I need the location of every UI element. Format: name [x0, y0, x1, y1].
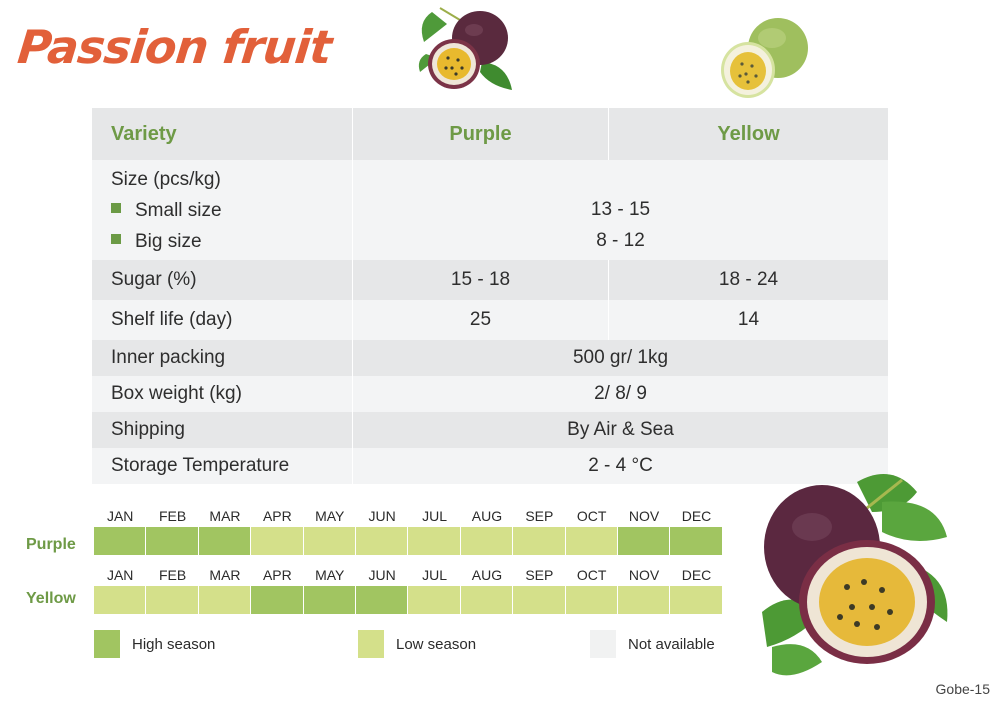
- season-cell-aug: [460, 586, 514, 614]
- month-label: MAR: [209, 567, 241, 583]
- season-cell-aug: [460, 527, 514, 555]
- season-cell-apr: [251, 586, 304, 614]
- table-row-box-weight: Box weight (kg) 2/ 8/ 9: [92, 376, 888, 412]
- shelf-life-purple-value: 25: [352, 300, 608, 340]
- season-cell-nov: [617, 586, 671, 614]
- big-size-label: Big size: [135, 230, 202, 252]
- purple-row-label: Purple: [26, 536, 76, 553]
- month-label: JUN: [368, 567, 396, 583]
- bullet-square-icon: [111, 234, 121, 245]
- month-label: JUN: [368, 508, 396, 524]
- month-label: FEB: [158, 567, 187, 583]
- season-cell-oct: [565, 527, 618, 555]
- purple-header: Purple: [352, 108, 608, 160]
- month-label: DEC: [681, 567, 712, 583]
- shipping-value: By Air & Sea: [352, 412, 888, 448]
- legend-not-available: Not available: [590, 630, 715, 658]
- season-cell-feb: [146, 586, 199, 614]
- month-label: JAN: [106, 567, 134, 583]
- table-row-sugar: Sugar (%) 15 - 18 18 - 24: [92, 260, 888, 300]
- month-label: DEC: [681, 508, 712, 524]
- season-cell-dec: [670, 586, 723, 614]
- box-weight-label: Box weight (kg): [111, 383, 242, 404]
- legend-low-season: Low season: [358, 630, 476, 658]
- legend-high-season: High season: [94, 630, 215, 658]
- storage-value: 2 - 4 °C: [352, 448, 888, 484]
- purple-passion-fruit-image: [418, 7, 512, 90]
- season-cell-jun: [355, 527, 409, 555]
- month-label: JUL: [422, 508, 447, 524]
- small-size-label: Small size: [135, 199, 222, 221]
- month-label: AUG: [471, 567, 503, 583]
- big-size-value: 8 - 12: [596, 230, 645, 251]
- table-row-shelf-life: Shelf life (day) 25 14: [92, 300, 888, 340]
- not-available-swatch: [590, 630, 616, 658]
- table-row-shipping: Shipping By Air & Sea: [92, 412, 888, 448]
- month-label: AUG: [471, 508, 503, 524]
- yellow-row-label: Yellow: [26, 590, 76, 607]
- season-cell-dec: [670, 527, 723, 555]
- season-cell-apr: [251, 527, 304, 555]
- month-label: MAY: [315, 567, 345, 583]
- season-cell-oct: [565, 586, 618, 614]
- variety-header: Variety: [111, 122, 177, 145]
- season-cell-may: [303, 527, 356, 555]
- shelf-life-yellow-value: 14: [608, 300, 888, 340]
- month-labels-purple: JAN FEB MAR APR MAY JUN JUL AUG SEP OCT …: [94, 508, 723, 524]
- table-row-inner-packing: Inner packing 500 gr/ 1kg: [92, 340, 888, 376]
- page-title: Passion fruit: [15, 20, 334, 74]
- season-cell-nov: [617, 527, 671, 555]
- yellow-header: Yellow: [608, 108, 888, 160]
- month-label: APR: [262, 508, 292, 524]
- purple-passion-fruit-large-image: [762, 474, 948, 676]
- season-cell-jul: [408, 527, 461, 555]
- month-label: MAY: [315, 508, 345, 524]
- season-cell-feb: [146, 527, 199, 555]
- month-label: NOV: [628, 567, 660, 583]
- month-label: MAR: [209, 508, 241, 524]
- page-footer-code: Gobe-15: [935, 681, 990, 697]
- season-cell-jan: [94, 586, 147, 614]
- small-size-value: 13 - 15: [590, 199, 651, 220]
- table-header-row: Variety Purple Yellow: [92, 108, 888, 160]
- month-label: SEP: [525, 508, 554, 524]
- inner-packing-label: Inner packing: [111, 347, 226, 368]
- inner-packing-value: 500 gr/ 1kg: [352, 340, 888, 376]
- season-cell-jul: [408, 586, 461, 614]
- purple-season-bar: [94, 527, 723, 555]
- yellow-passion-fruit-image: [721, 18, 808, 98]
- month-label: NOV: [628, 508, 660, 524]
- shipping-label: Shipping: [111, 419, 185, 440]
- shelf-life-label: Shelf life (day): [111, 309, 233, 330]
- high-season-swatch: [94, 630, 120, 658]
- sugar-yellow-value: 18 - 24: [608, 260, 888, 300]
- month-label: FEB: [158, 508, 187, 524]
- month-label: SEP: [525, 567, 554, 583]
- sugar-purple-value: 15 - 18: [352, 260, 608, 300]
- month-label: OCT: [576, 508, 607, 524]
- season-cell-sep: [513, 527, 566, 555]
- low-season-swatch: [358, 630, 384, 658]
- bullet-square-icon: [111, 203, 121, 214]
- spec-table: Variety Purple Yellow Size (pcs/kg) Smal…: [92, 108, 888, 484]
- box-weight-value: 2/ 8/ 9: [352, 376, 888, 412]
- month-label: APR: [262, 567, 292, 583]
- month-labels-yellow: JAN FEB MAR APR MAY JUN JUL AUG SEP OCT …: [94, 567, 723, 583]
- season-cell-mar: [198, 586, 252, 614]
- table-row-storage: Storage Temperature 2 - 4 °C: [92, 448, 888, 484]
- table-row-size: Size (pcs/kg) Small size Big size 13 - 1…: [92, 160, 888, 260]
- storage-label: Storage Temperature: [111, 455, 290, 476]
- season-cell-may: [303, 586, 356, 614]
- yellow-season-bar: [94, 586, 723, 614]
- sugar-label: Sugar (%): [111, 269, 197, 290]
- season-cell-mar: [198, 527, 252, 555]
- season-cell-jan: [94, 527, 147, 555]
- month-label: JAN: [106, 508, 134, 524]
- month-label: OCT: [576, 567, 607, 583]
- season-cell-sep: [513, 586, 566, 614]
- month-label: JUL: [422, 567, 447, 583]
- season-cell-jun: [355, 586, 409, 614]
- size-label: Size (pcs/kg): [111, 168, 221, 190]
